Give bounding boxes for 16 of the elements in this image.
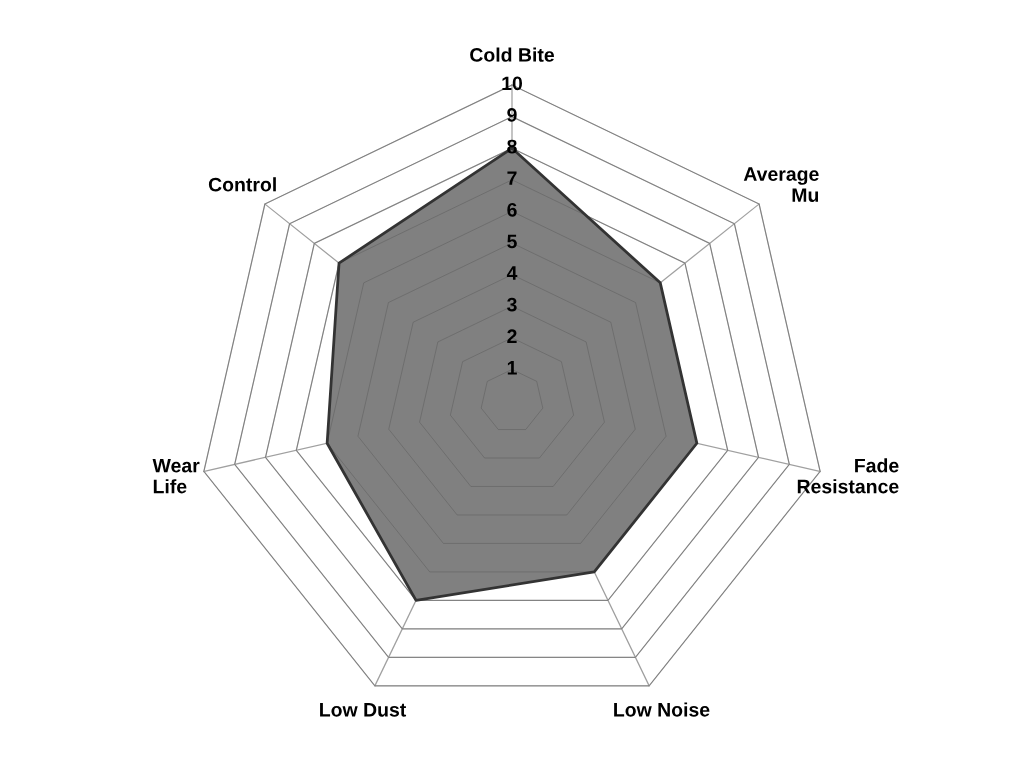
y-tick-label: 9 (507, 108, 517, 122)
spoke-label: Low Noise (614, 702, 710, 717)
spoke-label: Average Mu (743, 167, 819, 202)
y-tick-label: 6 (507, 202, 517, 217)
y-tick-label: 10 (502, 76, 523, 91)
spoke-label: Fade Resistance (797, 458, 899, 494)
y-tick-label: 2 (507, 329, 517, 343)
spoke-label: Cold Bite (470, 47, 555, 62)
spoke-label: Low Dust (320, 703, 407, 717)
spoke-label: Control (208, 177, 276, 192)
y-tick-label: 1 (507, 361, 517, 375)
y-tick-label: 5 (507, 234, 517, 249)
y-tick-label: 4 (506, 266, 518, 280)
y-tick-label: 7 (507, 171, 517, 185)
spoke-label: Wear Life (152, 458, 200, 494)
y-tick-label: 3 (507, 297, 517, 312)
